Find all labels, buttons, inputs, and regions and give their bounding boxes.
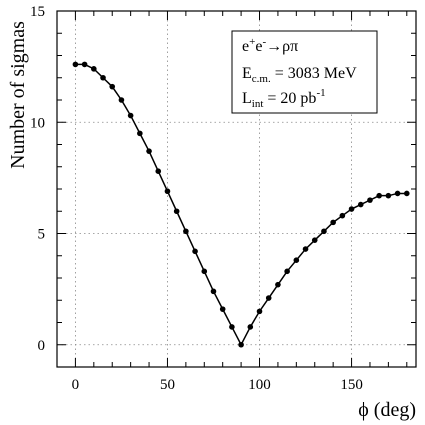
data-point — [265, 295, 272, 301]
data-point — [339, 212, 346, 219]
x-tick-label: 150 — [340, 377, 363, 393]
data-point — [376, 192, 382, 199]
data-point — [100, 74, 106, 81]
axis-ticks — [57, 10, 416, 367]
data-point — [348, 206, 355, 212]
data-point — [357, 201, 364, 208]
data-point — [127, 112, 134, 119]
data-point — [210, 288, 217, 295]
data-point — [321, 228, 327, 235]
data-point — [256, 308, 263, 315]
data-point — [394, 190, 401, 197]
y-axis-title: Number of sigmas — [7, 21, 29, 169]
data-point — [238, 341, 244, 348]
data-point — [155, 168, 162, 174]
x-tick-label: 0 — [72, 377, 80, 393]
data-point — [201, 268, 208, 275]
data-point — [183, 228, 189, 235]
data-point — [311, 237, 318, 243]
data-point — [91, 66, 97, 72]
data-points — [72, 61, 410, 348]
axis-tick-marks — [57, 10, 416, 367]
legend-energy-label: Ec.m. = 3083 MeV — [242, 65, 357, 85]
x-tick-label: 100 — [248, 377, 271, 393]
data-point — [137, 130, 143, 137]
data-point — [146, 148, 152, 154]
data-point — [229, 324, 235, 330]
data-point — [81, 61, 88, 68]
data-point — [385, 192, 392, 199]
data-point — [247, 324, 254, 330]
data-point — [109, 83, 116, 90]
y-tick-label: 15 — [30, 4, 45, 20]
tick-labels: 0 50 100 150 0 5 10 15 — [30, 4, 363, 393]
data-point — [219, 306, 226, 312]
y-tick-label: 10 — [30, 115, 45, 131]
y-tick-label: 5 — [38, 227, 46, 243]
legend-reaction-label: e+e-→ρπ — [242, 36, 298, 55]
y-tick-label: 0 — [38, 338, 46, 354]
data-point — [72, 61, 79, 68]
data-point — [367, 197, 373, 203]
legend-frame — [231, 30, 378, 114]
data-point — [330, 219, 336, 226]
data-point — [403, 190, 410, 197]
data-point — [293, 257, 300, 264]
legend-luminosity-label: Lint = 20 pb-1 — [242, 87, 326, 110]
data-point — [302, 246, 309, 252]
x-tick-label: 50 — [160, 377, 175, 393]
data-point — [284, 268, 290, 275]
data-point — [118, 97, 125, 103]
data-point — [164, 188, 171, 195]
legend-box: e+e-→ρπ Ec.m. = 3083 MeV Lint = 20 pb-1 — [231, 30, 378, 114]
data-point — [173, 208, 180, 215]
data-point — [275, 281, 281, 288]
x-axis-title: ϕ (deg) — [358, 399, 416, 421]
data-point — [192, 248, 198, 255]
